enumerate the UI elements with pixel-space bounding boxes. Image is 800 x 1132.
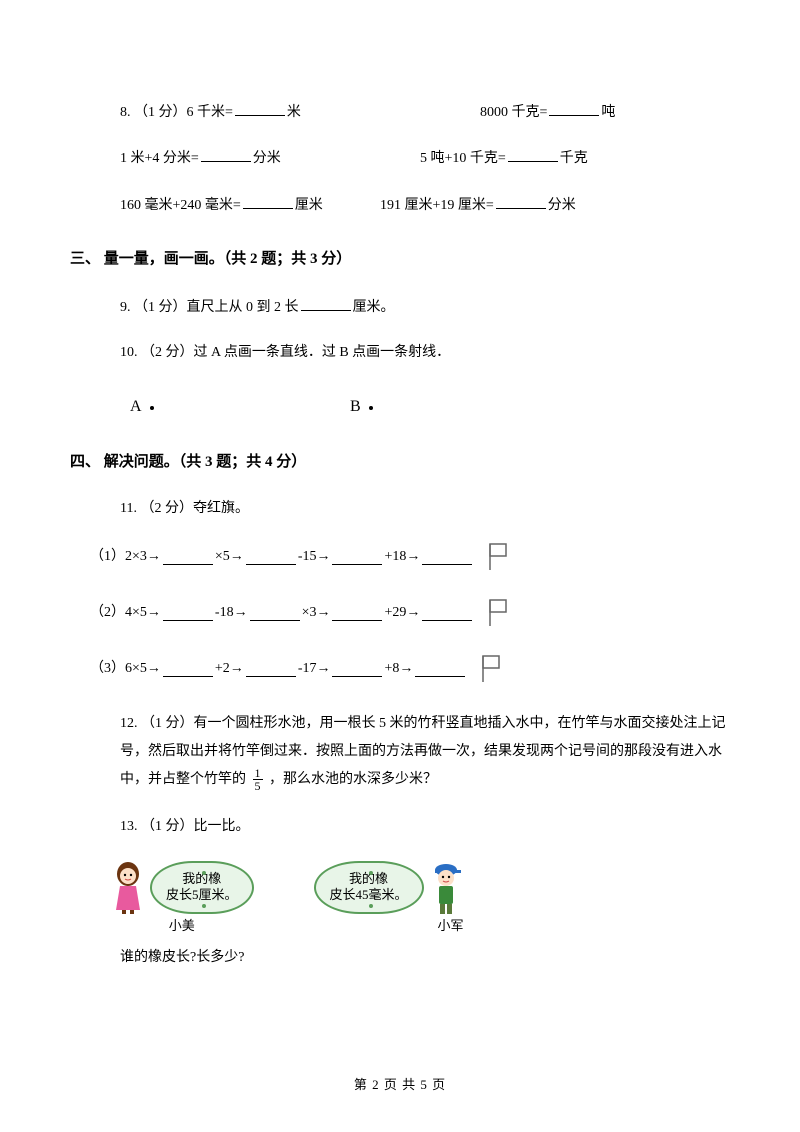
blank[interactable] [508,146,558,162]
q11: 11. （2 分）夺红旗。 [70,498,730,520]
blank[interactable] [250,605,300,621]
girl-icon [110,860,146,914]
characters-group: 我的橡 皮长5厘米。 小美 我的橡 皮长45毫米。 小军 [110,860,730,937]
blank[interactable] [332,605,382,621]
points-a-b: A B [70,394,730,420]
q8-line2: 1 米+4 分米=分米 5 吨+10 千克=千克 [70,146,730,170]
point-b-dot [369,406,373,410]
blank[interactable] [415,661,465,677]
boy-name: 小军 [438,916,464,937]
fraction-one-fifth: 1 5 [253,767,263,792]
girl-bubble: 我的橡 皮长5厘米。 [150,861,254,915]
blank[interactable] [422,549,472,565]
q12: 12. （1 分）有一个圆柱形水池，用一根长 5 米的竹秆竖直地插入水中，在竹竿… [70,710,730,794]
blank[interactable] [235,100,285,116]
q13: 13. （1 分）比一比。 [70,816,730,838]
page-footer: 第 2 页 共 5 页 [0,1075,800,1096]
q13-question: 谁的橡皮长?长多少? [70,947,730,969]
point-a-dot [150,406,154,410]
chain-row-2: （2）4×5→-18→×3→+29→ [70,598,730,628]
blank[interactable] [332,661,382,677]
blank[interactable] [163,549,213,565]
blank[interactable] [246,661,296,677]
boy-character: 我的橡 皮长45毫米。 小军 [314,860,464,937]
blank[interactable] [332,549,382,565]
q9: 9. （1 分）直尺上从 0 到 2 长厘米。 [70,295,730,319]
point-a-label: A [130,398,142,415]
blank[interactable] [163,661,213,677]
blank[interactable] [422,605,472,621]
girl-name: 小美 [169,916,195,937]
chain-row-1: （1）2×3→×5→-15→+18→ [70,542,730,572]
blank[interactable] [301,295,351,311]
flag-icon [477,654,503,684]
blank[interactable] [549,100,599,116]
q8-line3: 160 毫米+240 毫米=厘米 191 厘米+19 厘米=分米 [70,193,730,217]
blank[interactable] [201,146,251,162]
section3-title: 三、 量一量，画一画。（共 2 题；共 3 分） [70,247,730,271]
flag-icon [484,542,510,572]
section4-title: 四、 解决问题。（共 3 题；共 4 分） [70,450,730,474]
chain-row-3: （3）6×5→+2→-17→+8→ [70,654,730,684]
blank[interactable] [243,193,293,209]
girl-character: 我的橡 皮长5厘米。 小美 [110,860,254,937]
flag-icon [484,598,510,628]
q8-label: 8. （1 分） [120,105,187,120]
boy-bubble: 我的橡 皮长45毫米。 [314,861,424,915]
q10: 10. （2 分）过 A 点画一条直线．过 B 点画一条射线． [70,342,730,364]
blank[interactable] [496,193,546,209]
blank[interactable] [163,605,213,621]
blank[interactable] [246,549,296,565]
boy-icon [428,860,464,914]
q8-line1: 8. （1 分）6 千米=米 8000 千克=吨 [70,100,730,124]
point-b-label: B [350,398,361,415]
